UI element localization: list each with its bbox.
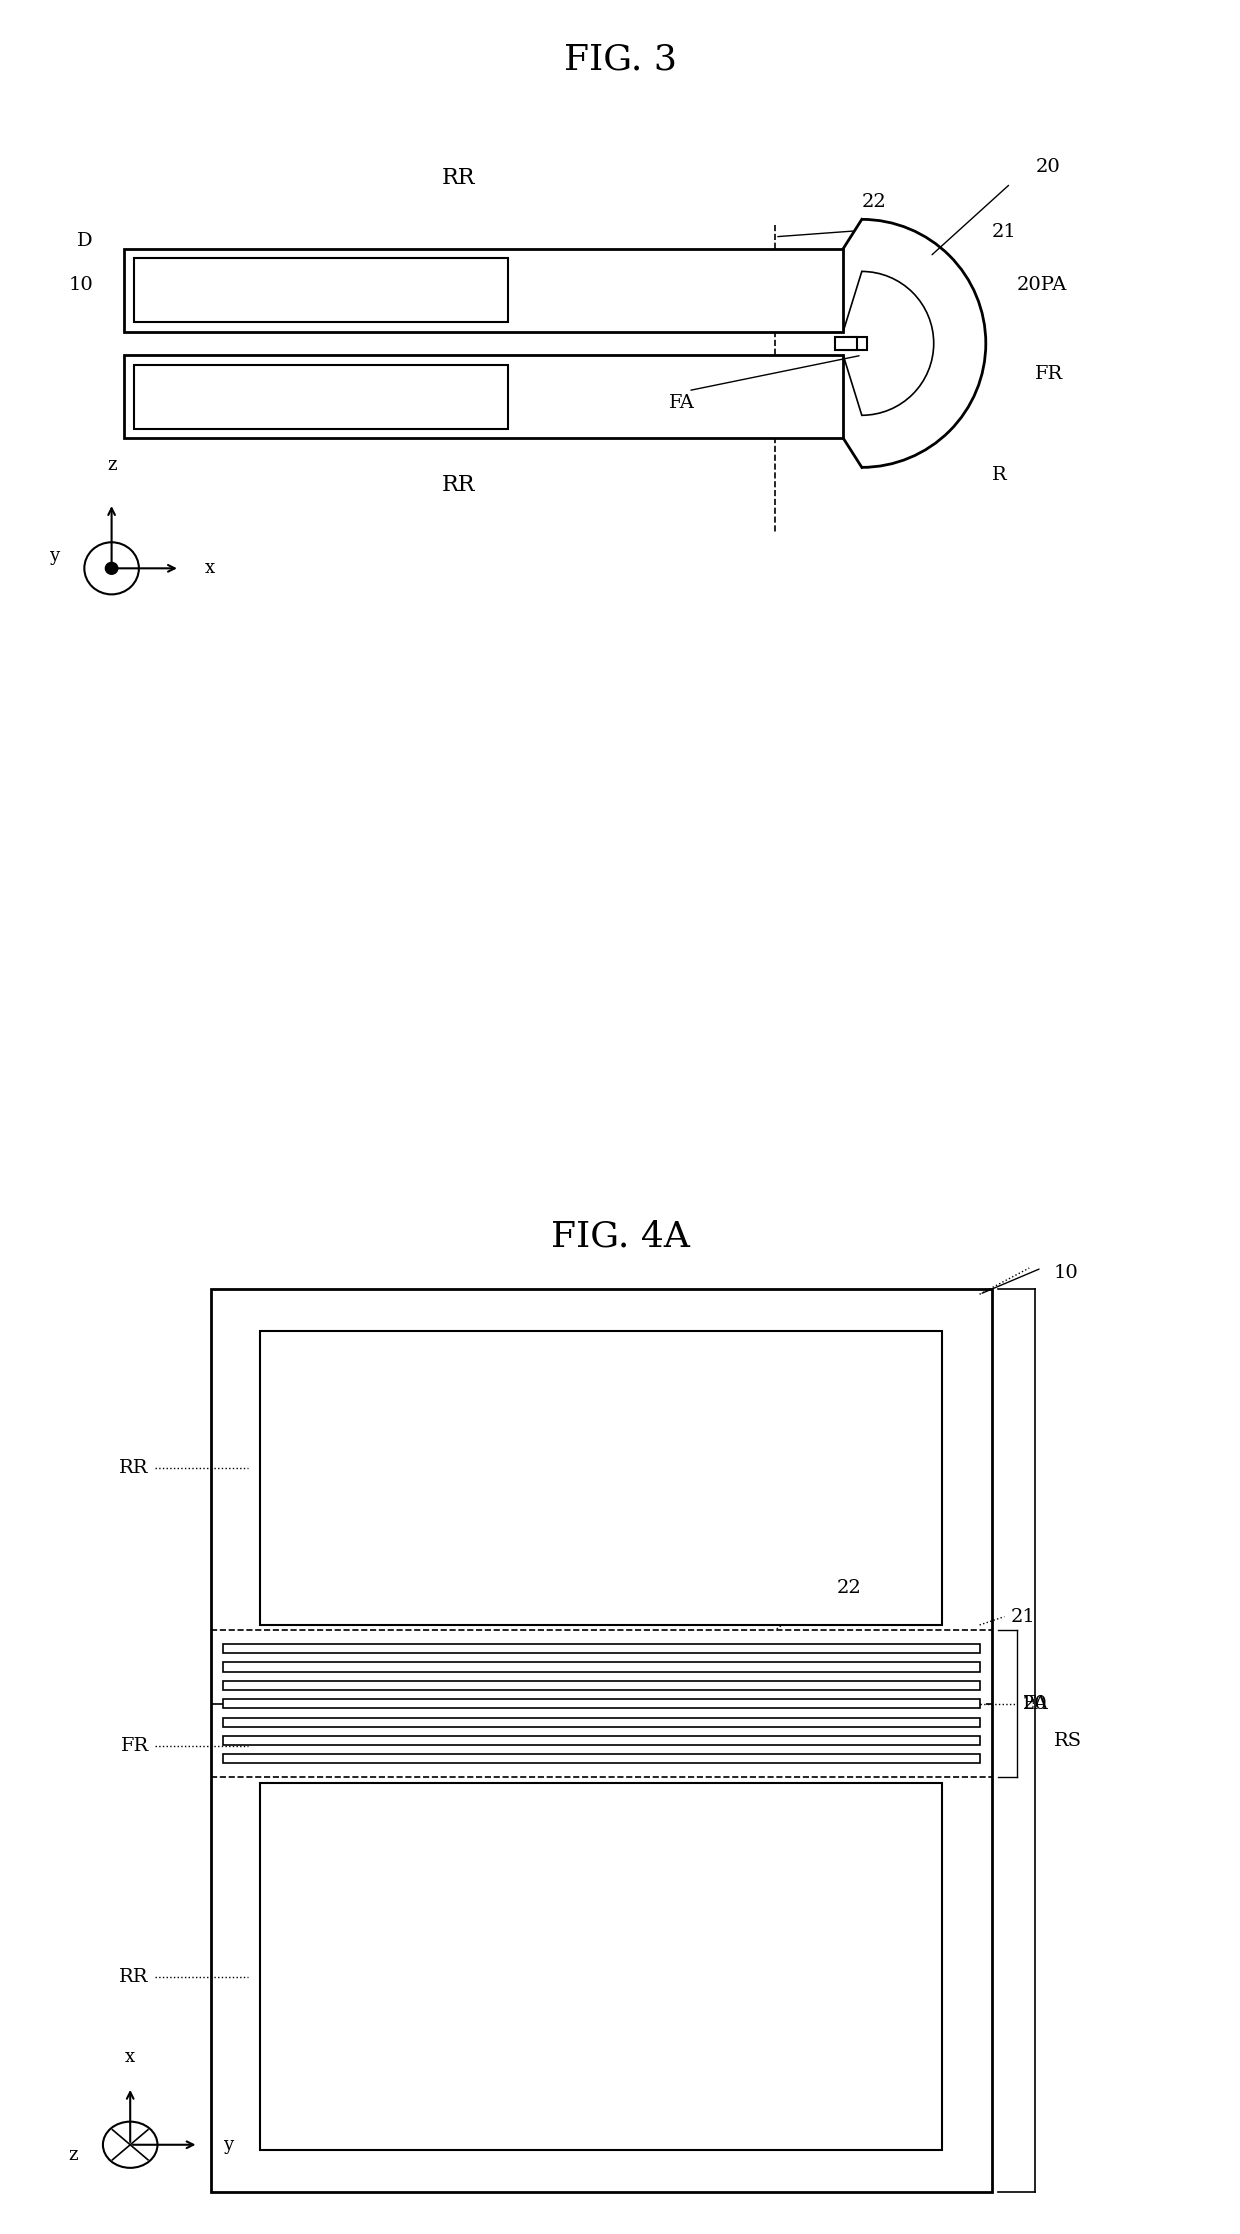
Bar [223,1736,980,1745]
Text: x: x [205,558,215,576]
Text: 10: 10 [68,277,93,295]
Text: 20PA: 20PA [1017,277,1068,295]
Text: 21: 21 [1011,1608,1035,1626]
Text: RS: RS [1054,1731,1083,1749]
Text: 20: 20 [1035,159,1060,176]
Text: FIG. 3: FIG. 3 [563,42,677,76]
Bar [844,337,867,351]
Text: RR: RR [119,1968,149,1986]
Text: 21: 21 [992,223,1017,241]
Bar [223,1680,980,1689]
Bar [134,364,508,429]
Bar [223,1718,980,1727]
Text: D: D [77,232,93,250]
Text: FA: FA [1023,1696,1049,1713]
Text: y: y [223,2136,233,2154]
Bar [223,1700,980,1709]
Bar [835,337,857,351]
Text: FR: FR [1035,364,1064,382]
Bar [223,1662,980,1671]
Text: z: z [68,2147,78,2165]
Text: 22: 22 [837,1579,862,1597]
Text: x: x [125,2049,135,2066]
Bar [211,1289,992,2192]
Text: RR: RR [441,168,476,188]
Text: RR: RR [119,1459,149,1477]
Bar [134,259,508,322]
Text: 22: 22 [862,192,887,212]
Text: FR: FR [120,1736,149,1754]
Bar [223,1754,980,1763]
Text: FIG. 4A: FIG. 4A [551,1220,689,1253]
Bar [223,1644,980,1653]
Bar [124,355,843,438]
Circle shape [105,563,118,574]
Text: 20: 20 [1023,1696,1048,1713]
Bar [260,1331,942,1624]
Text: R: R [992,465,1007,483]
Text: RR: RR [441,474,476,496]
Bar [124,248,843,331]
Text: z: z [107,456,117,474]
Text: FA: FA [668,395,694,413]
Bar [260,1783,942,2149]
Text: 10: 10 [1054,1264,1079,1282]
Text: y: y [50,547,60,565]
